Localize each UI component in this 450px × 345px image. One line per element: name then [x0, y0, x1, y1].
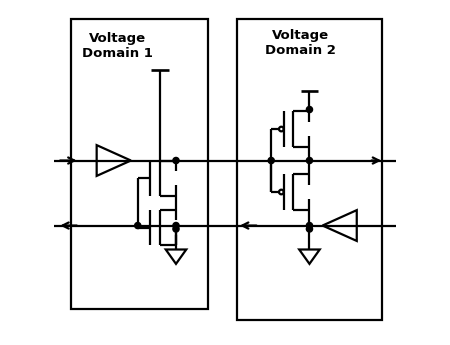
Circle shape — [135, 223, 141, 229]
Text: Voltage
Domain 2: Voltage Domain 2 — [265, 29, 336, 57]
Circle shape — [173, 226, 179, 232]
Bar — [237, 19, 382, 320]
Bar — [71, 19, 208, 309]
Circle shape — [268, 157, 274, 164]
Circle shape — [306, 157, 313, 164]
Circle shape — [306, 223, 313, 229]
Circle shape — [306, 226, 313, 232]
Circle shape — [173, 157, 179, 164]
Text: Voltage
Domain 1: Voltage Domain 1 — [82, 32, 153, 60]
Circle shape — [173, 223, 179, 229]
Circle shape — [306, 107, 313, 112]
